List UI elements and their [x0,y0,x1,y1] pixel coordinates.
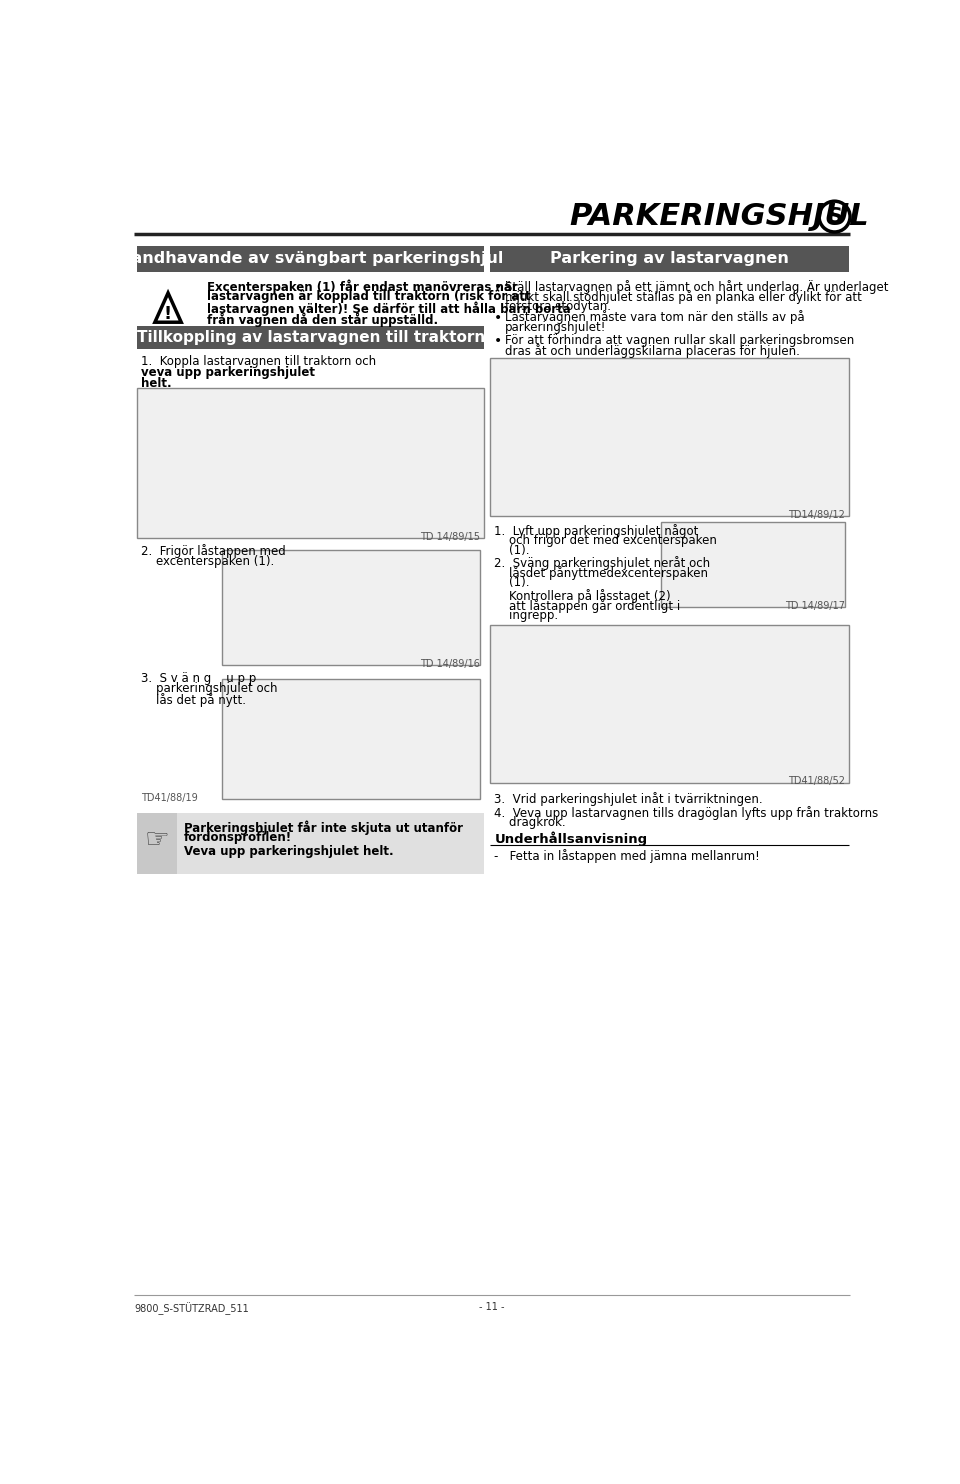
Text: TD 14/89/15: TD 14/89/15 [420,531,480,542]
Text: veva upp parkeringshjulet: veva upp parkeringshjulet [141,367,315,378]
Text: helt.: helt. [141,377,172,390]
Bar [491,358,849,516]
Text: •: • [494,279,503,294]
Text: 4.  Veva upp lastarvagnen tills dragöglan lyfts upp från traktorns: 4. Veva upp lastarvagnen tills dragöglan… [494,806,878,819]
Text: 2.  Sväng parkeringshjulet neråt och: 2. Sväng parkeringshjulet neråt och [494,556,710,570]
Text: låsdet pånyttmedexcenterspaken: låsdet pånyttmedexcenterspaken [494,567,708,580]
Text: !: ! [164,306,172,324]
Text: Kontrollera på låsstaget (2): Kontrollera på låsstaget (2) [494,589,671,603]
Text: förstora stödytan.: förstora stödytan. [505,300,612,313]
Text: Tillkoppling av lastarvagnen till traktorn: Tillkoppling av lastarvagnen till trakto… [136,329,485,344]
Text: 2.  Frigör låstappen med: 2. Frigör låstappen med [141,543,286,558]
Bar [137,246,484,272]
Text: parkeringshjulet och: parkeringshjulet och [141,683,277,696]
Text: dras åt och underläggskilarna placeras för hjulen.: dras åt och underläggskilarna placeras f… [505,344,800,358]
Text: från vagnen då den står uppställd.: från vagnen då den står uppställd. [206,312,438,326]
Text: lastarvagnen är kopplad till traktorn (risk för att: lastarvagnen är kopplad till traktorn (r… [206,291,531,304]
Bar [137,326,484,349]
Text: Handhavande av svängbart parkeringshjul: Handhavande av svängbart parkeringshjul [118,251,503,267]
Text: Ställ lastarvagnen på ett jämnt och hårt underlag. Är underlaget: Ställ lastarvagnen på ett jämnt och hårt… [505,279,889,294]
Text: TD 14/89/17: TD 14/89/17 [784,601,845,611]
Text: •: • [494,310,503,325]
Text: (1).: (1). [494,543,530,556]
Text: Veva upp parkeringshjulet helt.: Veva upp parkeringshjulet helt. [183,844,394,858]
Text: För att förhindra att vagnen rullar skall parkeringsbromsen: För att förhindra att vagnen rullar skal… [505,334,854,347]
Bar [137,813,178,874]
Text: 1.  Koppla lastarvagnen till traktorn och: 1. Koppla lastarvagnen till traktorn och [141,355,380,368]
Bar [223,680,480,798]
Text: 9800_S-STÜTZRAD_511: 9800_S-STÜTZRAD_511 [134,1303,249,1315]
Text: TD41/88/19: TD41/88/19 [141,792,198,803]
Text: TD41/88/52: TD41/88/52 [787,776,845,787]
Text: fordonsprofilen!: fordonsprofilen! [183,831,292,844]
Bar [491,625,849,782]
Text: TD14/89/12: TD14/89/12 [788,510,845,519]
Text: parkeringshjulet!: parkeringshjulet! [505,321,607,334]
Text: 1.  Lyft upp parkeringshjulet något: 1. Lyft upp parkeringshjulet något [494,524,699,537]
Text: (1).: (1). [494,576,530,589]
Bar [137,813,484,874]
Text: och frigör det med excenterspaken: och frigör det med excenterspaken [494,534,717,546]
Text: 3.  S v ä n g    u p p: 3. S v ä n g u p p [141,672,256,684]
Text: -   Fetta in låstappen med jämna mellanrum!: - Fetta in låstappen med jämna mellanrum… [494,849,760,862]
Text: Lastarvagnen måste vara tom när den ställs av på: Lastarvagnen måste vara tom när den stäl… [505,310,804,325]
Text: •: • [494,334,503,347]
Text: Parkering av lastarvagnen: Parkering av lastarvagnen [550,251,789,267]
Text: - 11 -: - 11 - [479,1303,505,1312]
Text: excenterspaken (1).: excenterspaken (1). [141,555,275,567]
Text: mjukt skall stödhjulet ställas på en planka eller dylikt för att: mjukt skall stödhjulet ställas på en pla… [505,289,862,304]
Text: TD 14/89/16: TD 14/89/16 [420,659,480,669]
Text: S: S [828,206,842,227]
Bar [660,522,845,607]
Text: Underhållsanvisning: Underhållsanvisning [494,833,647,846]
Bar [223,551,480,665]
Text: 3.  Vrid parkeringshjulet inåt i tvärriktningen.: 3. Vrid parkeringshjulet inåt i tvärrikt… [494,792,763,806]
Text: Parkeringshjulet får inte skjuta ut utanför: Parkeringshjulet får inte skjuta ut utan… [183,821,463,835]
Text: PARKERINGSHJUL: PARKERINGSHJUL [569,202,869,232]
Text: lås det på nytt.: lås det på nytt. [141,693,246,708]
Bar [137,387,484,537]
Bar [491,246,849,272]
Text: ingrepp.: ingrepp. [494,610,559,622]
Text: att låstappen går ordentligt i: att låstappen går ordentligt i [494,600,681,613]
Text: lastarvagnen välter)! Se därför till att hålla barn borta: lastarvagnen välter)! Se därför till att… [206,301,570,316]
Text: dragkrok.: dragkrok. [494,816,566,828]
Text: Excenterspaken (1) får endast manövreras när: Excenterspaken (1) får endast manövreras… [206,279,517,294]
Text: ☞: ☞ [145,827,170,855]
